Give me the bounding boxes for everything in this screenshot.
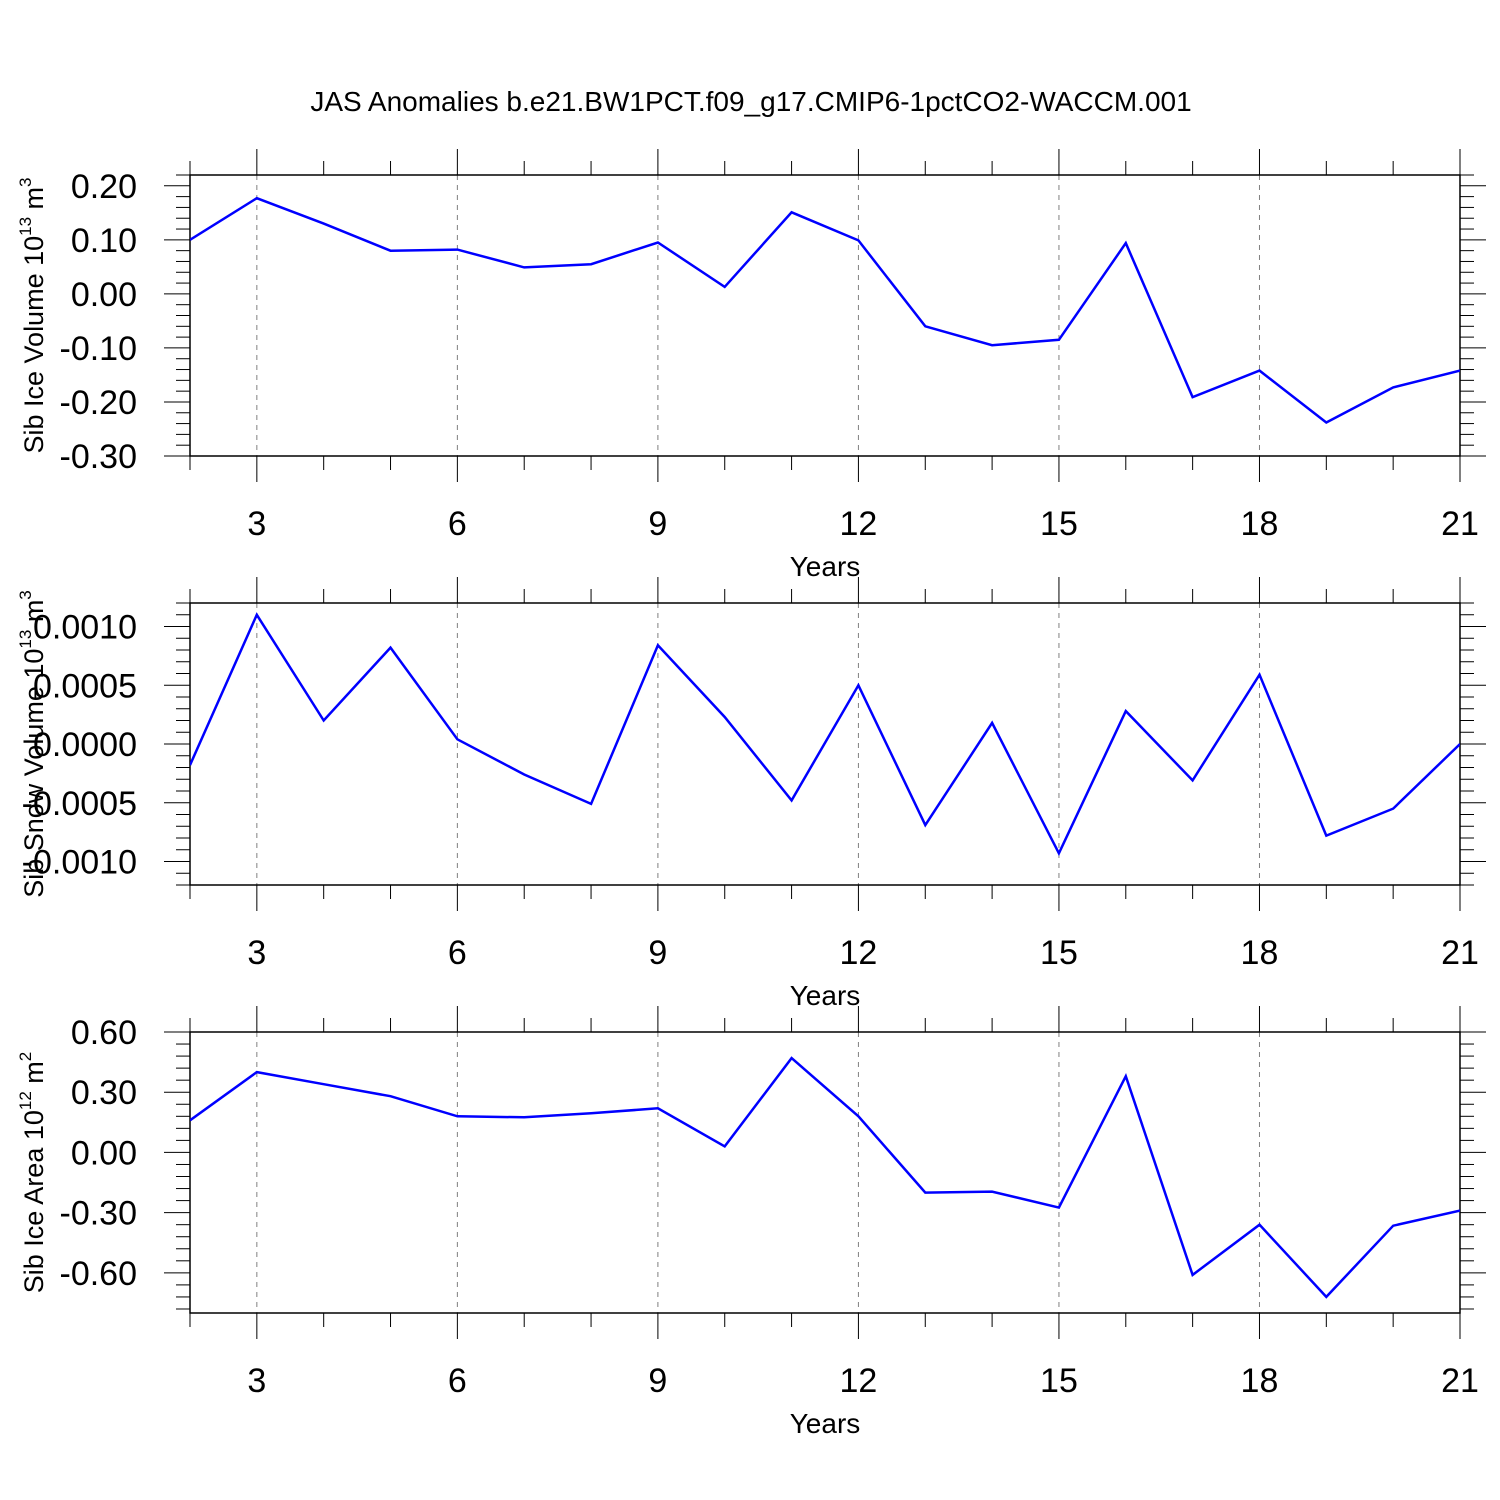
x-axis-label: Years	[790, 1408, 861, 1439]
x-tick-label: 9	[648, 505, 667, 543]
y-tick-label: 0.10	[71, 222, 137, 260]
series-line	[190, 196, 1460, 424]
x-tick-label: 3	[247, 505, 266, 543]
x-tick-label: 9	[648, 1362, 667, 1400]
y-tick-label: 0.00	[71, 1134, 137, 1172]
figure-title: JAS Anomalies b.e21.BW1PCT.f09_g17.CMIP6…	[310, 86, 1191, 117]
y-tick-label: 0.0010	[33, 609, 137, 647]
x-axis-label: Years	[790, 551, 861, 582]
x-tick-label: 15	[1040, 1362, 1078, 1400]
x-tick-label: 18	[1241, 934, 1279, 972]
y-axis-label: Sib Ice Area 1012 m2	[16, 1052, 49, 1294]
x-tick-label: 6	[448, 1362, 467, 1400]
panel-3: 0.60 0.30 0.00 -0.30 -0.60 3 6 9 12 15 18 21 Years Si…	[16, 1006, 1486, 1439]
series-line	[190, 1056, 1460, 1299]
x-tick-label: 3	[247, 934, 266, 972]
y-axis-label-exp: 12	[16, 1091, 35, 1110]
y-axis-label: Sib Ice Volume 1013 m3	[16, 177, 49, 453]
y-tick-label: 0.0005	[33, 667, 137, 705]
y-tick-label: 0.20	[71, 168, 137, 206]
x-tick-label: 6	[448, 505, 467, 543]
plot-frame	[189, 1031, 1461, 1314]
y-tick-label: -0.60	[60, 1255, 138, 1293]
y-axis-label-text: Sib Ice Volume 10	[19, 236, 49, 454]
y-axis-label-exp: 13	[16, 630, 35, 649]
x-tick-label: 21	[1441, 505, 1479, 543]
y-axis-label-text: Sib Snow Volume 10	[19, 649, 49, 898]
y-tick-label: 0.00	[71, 276, 137, 314]
y-axis-label-unit: m	[19, 187, 49, 217]
x-tick-label: 15	[1040, 934, 1078, 972]
y-axis-label-unit: m	[19, 600, 49, 630]
panel-1: 0.20 0.10 0.00 -0.10 -0.20 -0.30 3 6 9 12 15 18 21 Ye…	[16, 149, 1486, 582]
y-axis-label-unit-exp: 3	[16, 590, 35, 599]
y-tick-label: -0.20	[60, 384, 138, 422]
x-axis-label: Years	[790, 980, 861, 1011]
y-tick-label: -0.30	[60, 438, 138, 476]
plot-frame	[189, 174, 1461, 457]
y-axis-label-text: Sib Ice Area 10	[19, 1110, 49, 1293]
x-tick-label: 12	[840, 934, 878, 972]
x-tick-label: 3	[247, 1362, 266, 1400]
x-tick-label: 18	[1241, 505, 1279, 543]
panel-2: 0.0010 0.0005 0.0000 -0.0005 -0.0010 3 6 9 12 15 1…	[16, 577, 1486, 1011]
y-tick-label: -0.0010	[22, 844, 137, 882]
x-tick-label: 21	[1441, 934, 1479, 972]
x-tick-label: 9	[648, 934, 667, 972]
series-line	[190, 612, 1460, 857]
x-tick-label: 12	[840, 1362, 878, 1400]
x-tick-label: 21	[1441, 1362, 1479, 1400]
y-axis-label-exp: 13	[16, 217, 35, 236]
x-tick-label: 15	[1040, 505, 1078, 543]
y-tick-label: 0.0000	[33, 726, 137, 764]
y-axis-label-unit-exp: 2	[16, 1052, 35, 1061]
y-axis-label-unit-exp: 3	[16, 177, 35, 186]
x-tick-label: 6	[448, 934, 467, 972]
y-tick-label: -0.30	[60, 1195, 138, 1233]
y-tick-label: 0.30	[71, 1074, 137, 1112]
x-tick-label: 18	[1241, 1362, 1279, 1400]
y-axis-label: Sib Snow Volume 1013 m3	[16, 590, 49, 898]
x-tick-label: 12	[840, 505, 878, 543]
y-axis-label-unit: m	[19, 1061, 49, 1091]
y-tick-label: -0.10	[60, 330, 138, 368]
y-tick-label: -0.0005	[22, 785, 137, 823]
y-tick-label: 0.60	[71, 1014, 137, 1052]
